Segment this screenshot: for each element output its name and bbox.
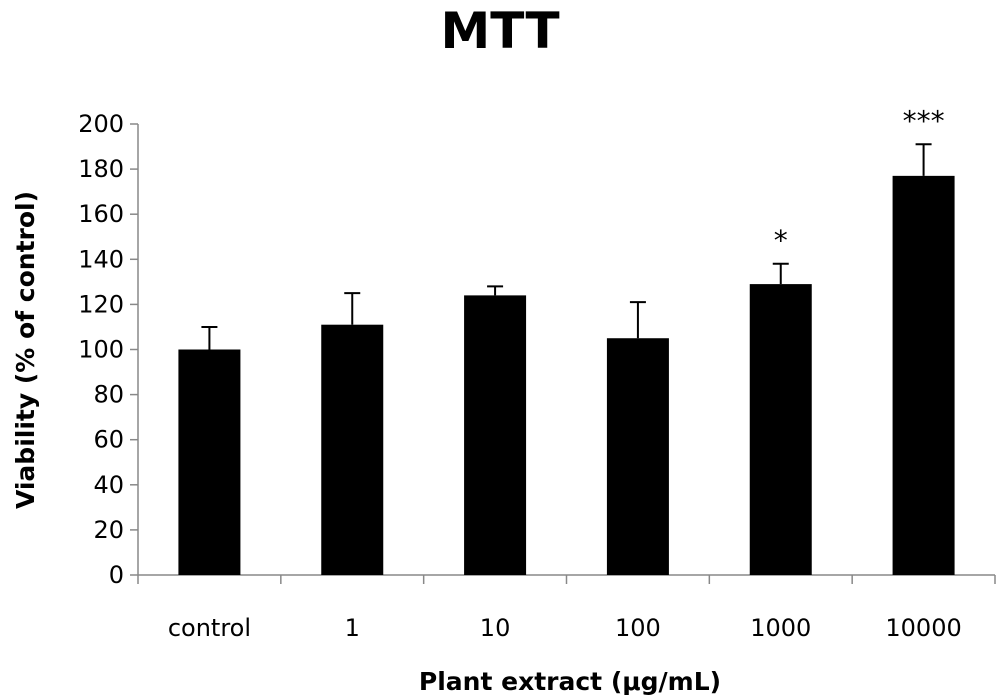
x-tick-label: 100 <box>615 614 661 642</box>
x-tick-label: control <box>168 614 251 642</box>
y-tick-label: 80 <box>93 381 124 409</box>
bars <box>178 175 955 576</box>
y-tick-label: 140 <box>78 245 124 273</box>
bar <box>606 338 669 575</box>
y-tick-label: 200 <box>78 110 124 138</box>
x-tick-label: 10000 <box>885 614 961 642</box>
x-tick-label: 1000 <box>750 614 811 642</box>
y-tick-label: 180 <box>78 155 124 183</box>
error-bars <box>201 143 932 350</box>
bar <box>178 349 241 575</box>
axes <box>130 123 996 584</box>
chart-title: MTT <box>440 2 560 60</box>
bar <box>892 175 955 576</box>
tick-labels: 0 20 40 60 80 100 120 140 160 180 200 control 1 10 100… <box>78 104 962 642</box>
y-tick-label: 160 <box>78 200 124 228</box>
significance-marker: *** <box>903 104 945 137</box>
bar <box>321 324 384 575</box>
y-axis-label: Viability (% of control) <box>11 191 40 509</box>
y-tick-label: 20 <box>93 516 124 544</box>
y-tick-label: 60 <box>93 426 124 454</box>
x-tick-label: 1 <box>345 614 360 642</box>
bar <box>464 295 527 575</box>
y-tick-label: 40 <box>93 471 124 499</box>
significance-marker: * <box>774 224 788 257</box>
y-tick-label: 120 <box>78 290 124 318</box>
bar <box>749 284 812 575</box>
y-tick-label: 100 <box>78 336 124 364</box>
y-tick-label: 0 <box>109 561 124 589</box>
x-axis-label: Plant extract (μg/mL) <box>419 667 721 696</box>
x-tick-label: 10 <box>480 614 511 642</box>
